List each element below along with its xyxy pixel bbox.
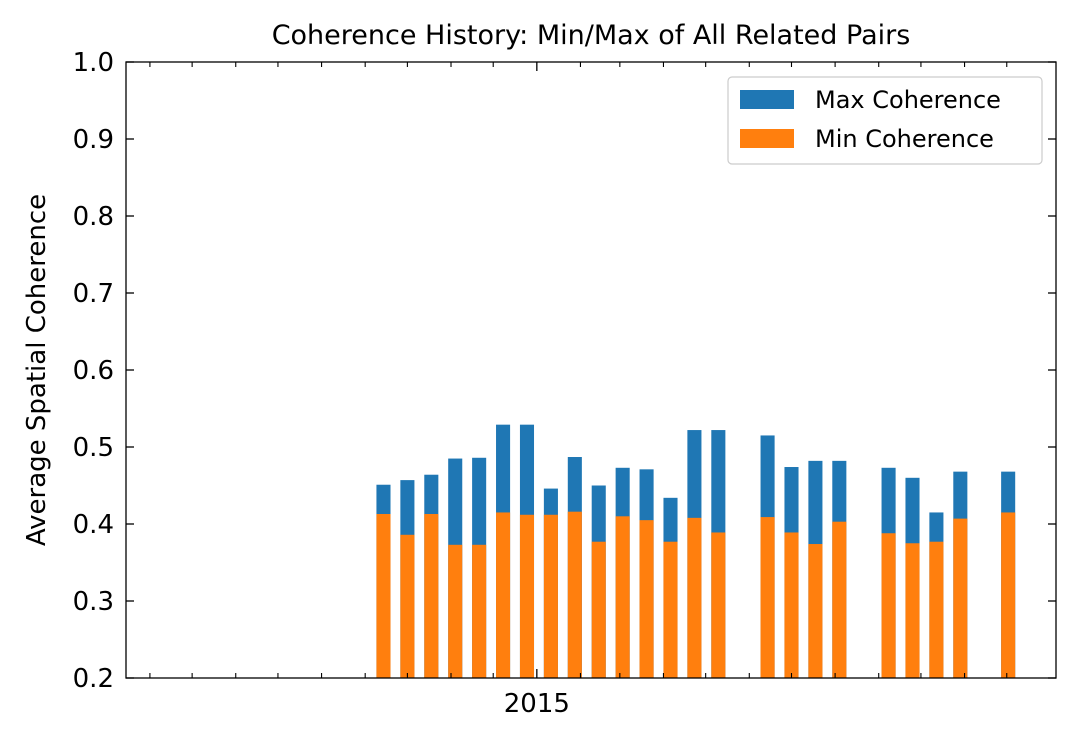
x-tick-labels: 2015 <box>504 689 570 719</box>
y-tick-label: 0.3 <box>73 587 114 617</box>
bar-min <box>687 517 702 678</box>
bar-min <box>881 533 896 678</box>
bar-min <box>448 544 463 678</box>
bar-min <box>400 534 415 678</box>
y-tick-label: 0.4 <box>73 510 114 540</box>
y-tick-label: 0.7 <box>73 279 114 309</box>
y-tick-label: 0.2 <box>73 664 114 694</box>
bar-min <box>376 513 391 678</box>
bar-min <box>591 541 606 678</box>
legend-swatch-min <box>740 129 794 148</box>
bar-min <box>832 521 847 678</box>
bar-min <box>543 514 558 678</box>
chart-title: Coherence History: Min/Max of All Relate… <box>272 20 911 51</box>
min-bars <box>376 511 1016 678</box>
bar-min <box>496 512 511 678</box>
y-tick-label: 0.5 <box>73 433 114 463</box>
x-tick-label: 2015 <box>504 689 570 719</box>
bar-min <box>711 532 726 678</box>
legend-label-min: Min Coherence <box>815 125 994 153</box>
y-tick-label: 0.8 <box>73 202 114 232</box>
bar-min <box>424 513 439 678</box>
y-axis-label: Average Spatial Coherence <box>22 194 52 546</box>
plot-frame <box>125 61 1057 679</box>
y-tick-labels: 0.2 0.3 0.4 0.5 0.6 0.7 0.8 0.9 1.0 <box>73 48 114 694</box>
legend-label-max: Max Coherence <box>815 86 1001 114</box>
bar-min <box>953 518 968 678</box>
y-tick-label: 0.6 <box>73 356 114 386</box>
legend-swatch-max <box>740 90 794 109</box>
bar-min <box>472 544 487 678</box>
bar-min <box>808 544 823 678</box>
bar-min <box>567 511 582 678</box>
bar-min <box>905 543 920 678</box>
bar-min <box>760 517 775 678</box>
bar-min <box>784 532 799 678</box>
legend: Max Coherence Min Coherence <box>727 76 1043 165</box>
y-tick-label: 0.9 <box>73 125 114 155</box>
bar-min <box>1001 512 1016 678</box>
bar-min <box>663 541 678 678</box>
axis-ticks <box>126 61 1056 679</box>
bar-min <box>615 516 630 678</box>
y-tick-label: 1.0 <box>73 48 114 78</box>
bar-min <box>639 520 654 678</box>
bar-min <box>929 541 944 678</box>
legend-box <box>727 76 1043 165</box>
bar-min <box>519 514 535 678</box>
